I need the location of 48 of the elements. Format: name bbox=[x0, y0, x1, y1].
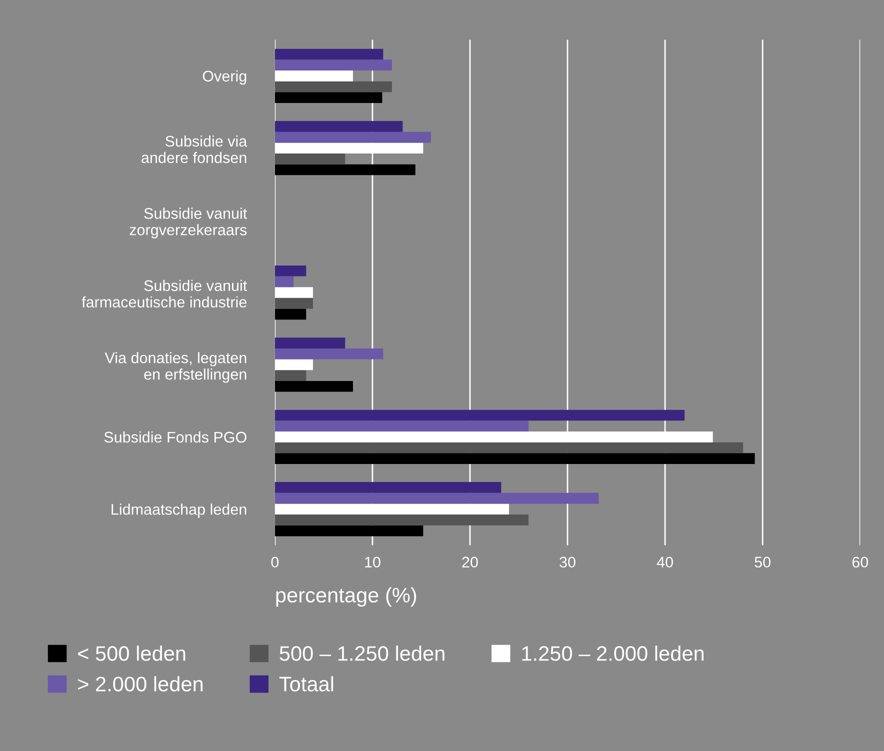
y-tick-label: Overig bbox=[202, 70, 246, 85]
bar bbox=[274, 265, 306, 276]
legend-label: Totaal bbox=[279, 676, 334, 692]
legend-label: 500 – 1.250 leden bbox=[280, 646, 444, 661]
x-tick-label: 60 bbox=[852, 556, 868, 568]
bar bbox=[274, 132, 431, 143]
bar bbox=[274, 298, 313, 309]
y-tick-label: Lidmaatschap leden bbox=[112, 504, 246, 518]
y-tick-label: Subsidie vanuit zorgverzekeraars bbox=[130, 208, 248, 238]
bar bbox=[274, 482, 502, 493]
y-tick-label: Via donaties, legaten en erfstellingen bbox=[104, 352, 246, 383]
y-tick-label: Subsidie via andere fondsen bbox=[142, 135, 248, 164]
x-tick-label: 40 bbox=[656, 556, 673, 568]
bar bbox=[274, 81, 392, 92]
bar bbox=[274, 121, 403, 132]
bar bbox=[274, 287, 313, 298]
bar bbox=[274, 60, 392, 70]
bar bbox=[274, 453, 755, 464]
x-tick-label: 20 bbox=[462, 556, 478, 568]
bar bbox=[274, 525, 424, 536]
legend-label: < 500 leden bbox=[78, 646, 186, 661]
y-tick-label: Subsidie Fonds PGO bbox=[104, 431, 246, 443]
legend-label: 1.250 – 2.000 leden bbox=[522, 646, 704, 661]
bar bbox=[274, 92, 382, 103]
bar bbox=[274, 276, 294, 288]
bar bbox=[274, 338, 346, 348]
bar bbox=[274, 348, 384, 360]
bar bbox=[274, 514, 529, 526]
bar bbox=[274, 420, 529, 432]
bar bbox=[274, 410, 685, 421]
bar bbox=[274, 380, 353, 392]
bar bbox=[274, 370, 306, 381]
y-tick-label: Subsidie vanuit farmaceutische industrie bbox=[82, 280, 248, 308]
x-tick-label: 30 bbox=[560, 556, 576, 568]
bar bbox=[274, 359, 313, 370]
x-tick-label: 10 bbox=[365, 556, 380, 568]
bar bbox=[274, 164, 416, 176]
bar bbox=[274, 154, 346, 164]
bar bbox=[274, 70, 353, 82]
legend-label: > 2.000 leden bbox=[78, 676, 203, 692]
x-tick-label: 0 bbox=[271, 556, 279, 568]
bar bbox=[274, 442, 744, 454]
bar bbox=[274, 504, 510, 515]
x-axis-title: percentage (%) bbox=[276, 587, 416, 607]
bar bbox=[274, 492, 599, 504]
bar bbox=[274, 308, 306, 320]
bar bbox=[274, 48, 384, 60]
x-tick-label: 50 bbox=[754, 556, 770, 568]
